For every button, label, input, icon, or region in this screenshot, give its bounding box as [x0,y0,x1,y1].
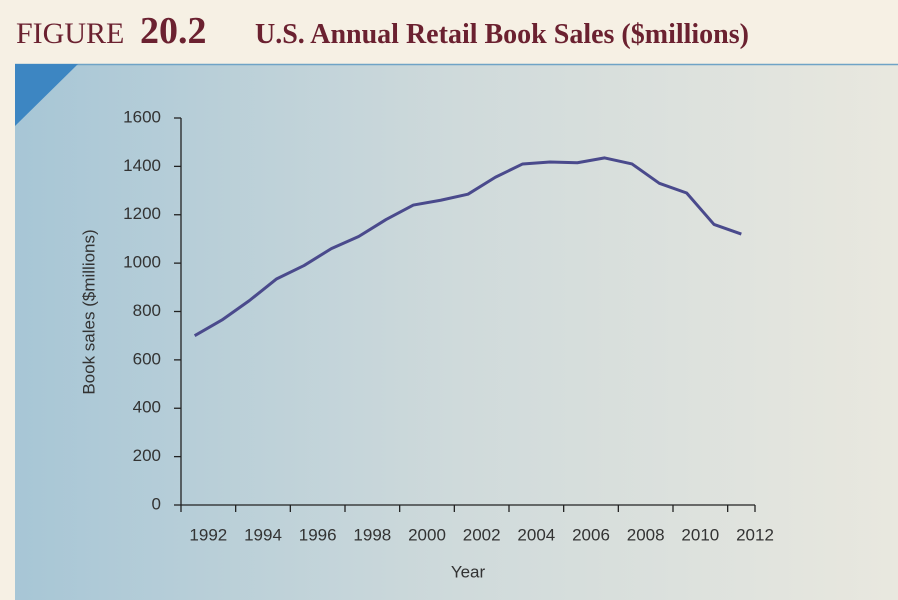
x-tick-label: 1992 [189,525,227,544]
y-tick-label: 200 [133,446,161,465]
x-axis-label: Year [451,562,486,581]
y-tick-label: 0 [152,494,161,513]
corner-triangle [15,64,78,126]
y-tick-label: 1600 [123,107,161,126]
y-axis-label: Book sales ($millions) [79,229,98,394]
x-tick-label: 2006 [572,525,610,544]
x-tick-label: 1996 [299,525,337,544]
x-tick-label: 2010 [681,525,719,544]
y-tick-label: 800 [133,301,161,320]
y-tick-label: 1400 [123,156,161,175]
y-tick-label: 600 [133,349,161,368]
figure-number: 20.2 [140,10,207,52]
x-tick-label: 1998 [353,525,391,544]
y-tick-label: 1000 [123,253,161,272]
chart-title: U.S. Annual Retail Book Sales ($millions… [255,19,749,50]
y-tick-label: 1200 [123,204,161,223]
data-line [193,156,742,337]
x-tick-label: 2012 [736,525,774,544]
x-tick-label: 1994 [244,525,282,544]
chart-panel [15,64,898,600]
x-tick-label: 2002 [463,525,501,544]
y-tick-label: 400 [133,398,161,417]
x-tick-label: 2000 [408,525,446,544]
x-tick-label: 2004 [517,525,555,544]
figure-label: FIGURE [16,17,124,50]
x-tick-label: 2008 [627,525,665,544]
